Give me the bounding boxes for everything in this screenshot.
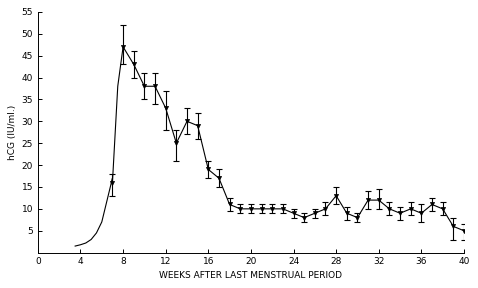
Y-axis label: hCG (IU/ml.): hCG (IU/ml.): [8, 105, 17, 160]
X-axis label: WEEKS AFTER LAST MENSTRUAL PERIOD: WEEKS AFTER LAST MENSTRUAL PERIOD: [160, 271, 342, 280]
